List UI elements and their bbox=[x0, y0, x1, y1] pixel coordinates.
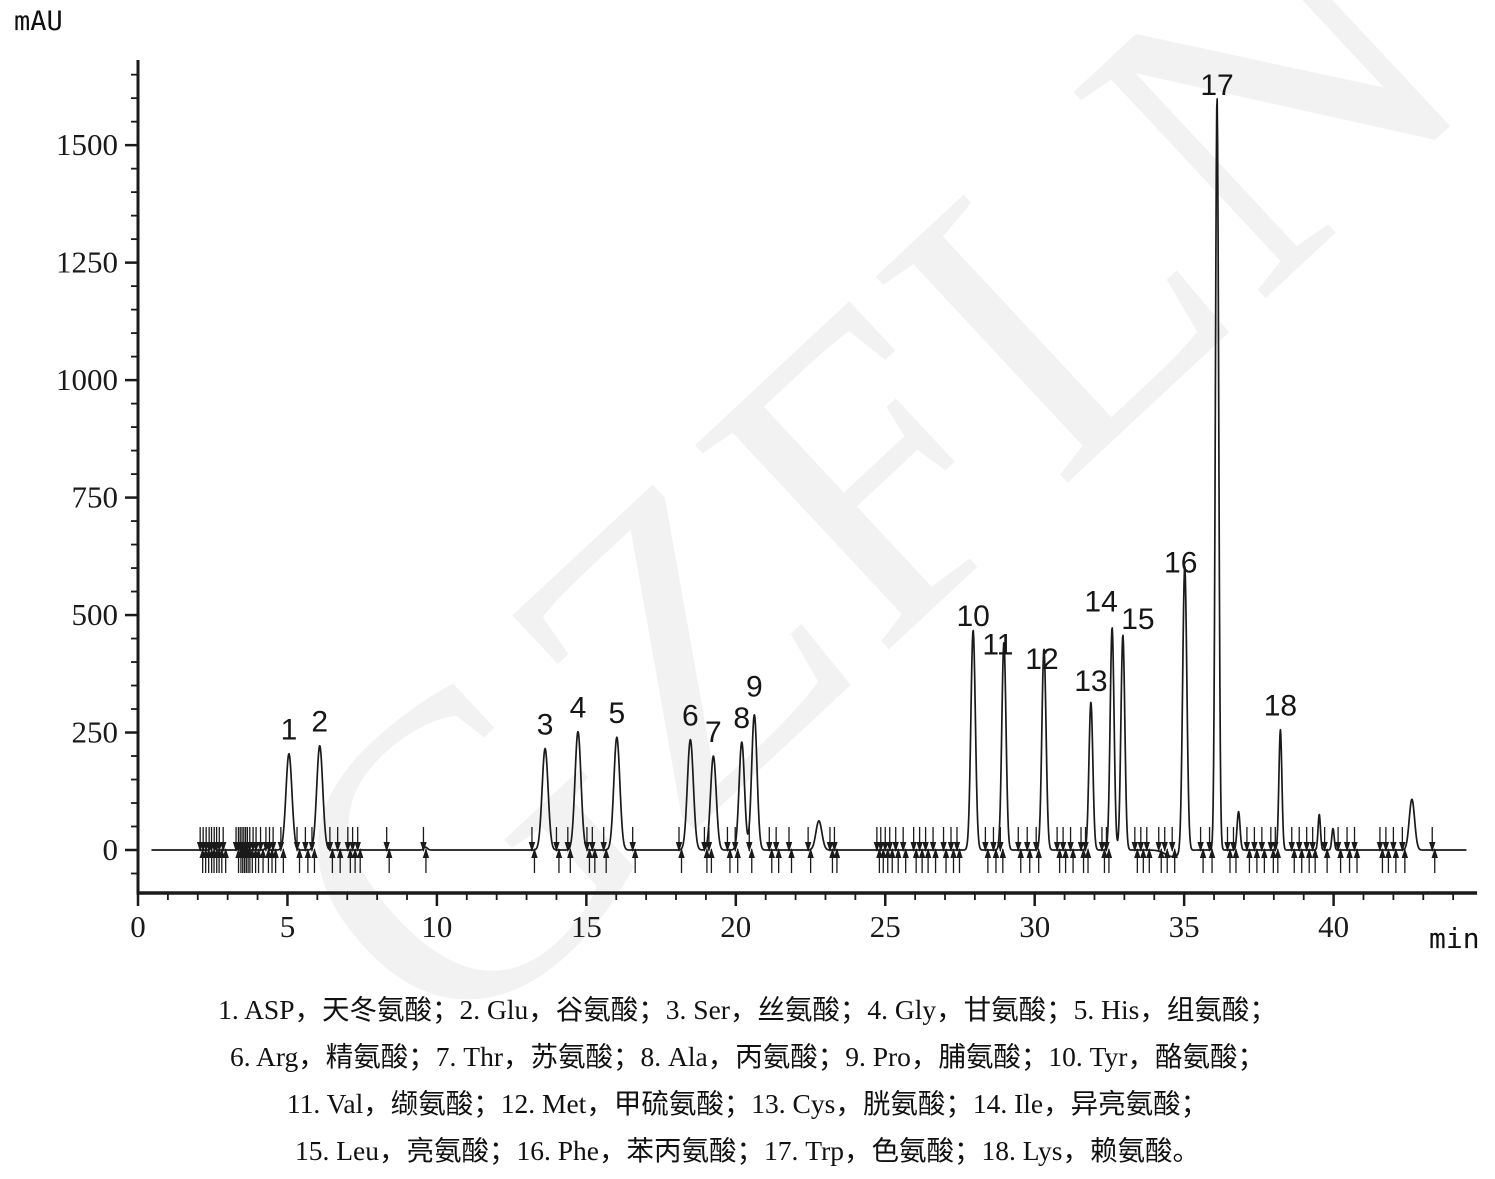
svg-text:20: 20 bbox=[720, 909, 751, 944]
peak-label-13: 13 bbox=[1074, 665, 1107, 698]
svg-text:500: 500 bbox=[72, 597, 119, 632]
peak-label-3: 3 bbox=[537, 709, 554, 742]
svg-text:250: 250 bbox=[72, 715, 119, 750]
svg-text:1250: 1250 bbox=[56, 245, 118, 280]
peak-label-17: 17 bbox=[1200, 69, 1233, 102]
legend-line-4: 15. Leu，亮氨酸；16. Phe，苯丙氨酸；17. Trp，色氨酸；18.… bbox=[295, 1135, 1200, 1166]
peak-label-7: 7 bbox=[705, 716, 722, 749]
legend-line-1: 1. ASP，天冬氨酸；2. Glu，谷氨酸；3. Ser，丝氨酸；4. Gly… bbox=[218, 994, 1277, 1025]
peak-label-14: 14 bbox=[1084, 585, 1117, 618]
peak-label-18: 18 bbox=[1264, 690, 1297, 723]
svg-text:40: 40 bbox=[1318, 909, 1349, 944]
svg-text:25: 25 bbox=[870, 909, 901, 944]
peak-label-1: 1 bbox=[281, 714, 298, 747]
svg-text:30: 30 bbox=[1019, 909, 1050, 944]
peak-label-4: 4 bbox=[570, 692, 587, 725]
svg-text:1000: 1000 bbox=[56, 362, 118, 397]
peak-label-10: 10 bbox=[956, 600, 989, 633]
svg-text:0: 0 bbox=[103, 832, 119, 867]
peak-label-5: 5 bbox=[608, 697, 625, 730]
peak-label-16: 16 bbox=[1164, 546, 1197, 579]
svg-text:10: 10 bbox=[421, 909, 452, 944]
svg-text:750: 750 bbox=[72, 480, 119, 515]
x-axis-unit-label: min bbox=[1429, 922, 1480, 955]
peak-label-2: 2 bbox=[311, 706, 328, 739]
peak-legend-caption: 1. ASP，天冬氨酸；2. Glu，谷氨酸；3. Ser，丝氨酸；4. Gly… bbox=[0, 986, 1495, 1174]
svg-text:0: 0 bbox=[130, 909, 146, 944]
peak-label-12: 12 bbox=[1025, 643, 1058, 676]
legend-line-2: 6. Arg，精氨酸；7. Thr，苏氨酸；8. Ala，丙氨酸；9. Pro，… bbox=[230, 1041, 1265, 1072]
peak-label-15: 15 bbox=[1121, 603, 1154, 636]
svg-text:1500: 1500 bbox=[56, 127, 118, 162]
legend-line-3: 11. Val，缬氨酸；12. Met，甲硫氨酸；13. Cys，胱氨酸；14.… bbox=[286, 1088, 1209, 1119]
svg-text:5: 5 bbox=[280, 909, 296, 944]
peak-label-11: 11 bbox=[982, 628, 1013, 661]
peak-label-9: 9 bbox=[746, 671, 763, 704]
svg-text:15: 15 bbox=[571, 909, 602, 944]
svg-text:35: 35 bbox=[1169, 909, 1200, 944]
y-axis-unit-label: mAU bbox=[14, 6, 63, 37]
peak-label-6: 6 bbox=[682, 700, 699, 733]
peak-label-8: 8 bbox=[733, 702, 750, 735]
